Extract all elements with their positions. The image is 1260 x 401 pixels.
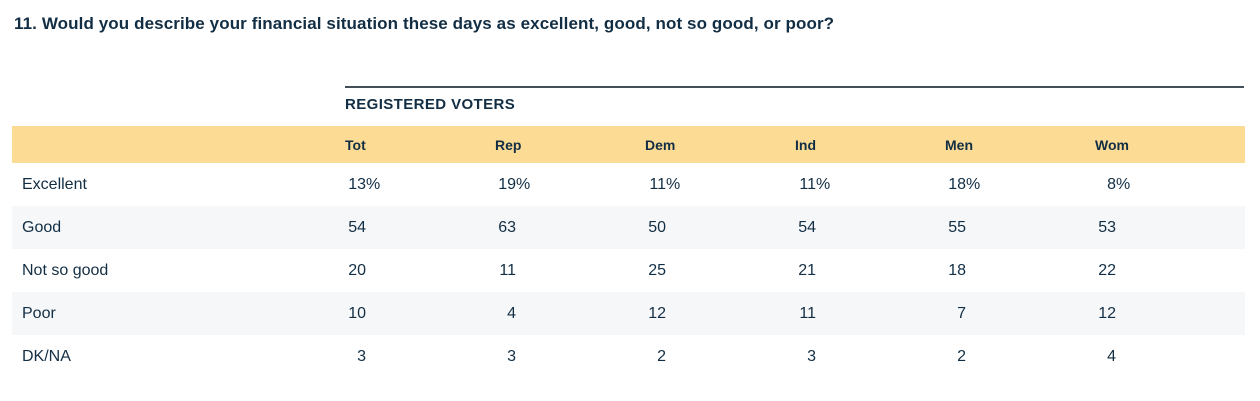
cell-value: 25	[648, 261, 666, 279]
cell-value: 11	[799, 304, 816, 322]
row-label: Good	[22, 218, 62, 236]
cell-value: 3	[807, 347, 816, 365]
cell-value: 11%	[799, 175, 831, 193]
cell-value: 12	[1098, 304, 1116, 322]
table-row: Not so good 20 11 25 21 18 22	[12, 249, 1245, 292]
cell-value: 54	[348, 218, 366, 236]
column-header-row: Tot Rep Dem Ind Men Wom	[12, 126, 1245, 163]
cell-value: 21	[798, 261, 816, 279]
cell-value: 7	[957, 304, 966, 322]
column-header-men: Men	[945, 136, 973, 153]
table-body: Excellent 13% 19% 11% 11% 18% 8% Good 54 63 50 54 55…	[12, 163, 1246, 378]
column-header-wom: Wom	[1095, 136, 1129, 153]
cell-value: 22	[1098, 261, 1116, 279]
cell-value: 12	[648, 304, 666, 322]
cell-value: 20	[348, 261, 366, 279]
table-row: Poor 10 4 12 11 7 12	[12, 292, 1245, 335]
cell-value: 19%	[498, 175, 531, 193]
column-header-ind: Ind	[795, 136, 816, 153]
column-header-dem: Dem	[645, 136, 676, 153]
table-row: DK/NA 3 3 2 3 2 4	[12, 335, 1245, 378]
cell-value: 2	[957, 347, 966, 365]
cell-value: 18%	[948, 175, 981, 193]
table-row: Excellent 13% 19% 11% 11% 18% 8%	[12, 163, 1245, 206]
cell-value: 8%	[1107, 175, 1131, 193]
registered-voters-label: REGISTERED VOTERS	[345, 96, 516, 113]
cell-value: 3	[357, 347, 366, 365]
cell-value: 13%	[348, 175, 381, 193]
table-row: Good 54 63 50 54 55 53	[12, 206, 1245, 249]
poll-question-page: 11. Would you describe your financial si…	[12, 14, 1246, 378]
row-label: DK/NA	[22, 347, 71, 365]
cell-value: 11	[499, 261, 516, 279]
cell-value: 55	[948, 218, 966, 236]
column-header-rep: Rep	[495, 136, 522, 153]
cell-value: 18	[948, 261, 966, 279]
cell-value: 3	[507, 347, 516, 365]
row-label: Not so good	[22, 261, 109, 279]
column-header-tot: Tot	[345, 136, 366, 153]
cell-value: 11%	[649, 175, 681, 193]
cell-value: 53	[1098, 218, 1116, 236]
cell-value: 4	[1107, 347, 1116, 365]
cell-value: 4	[507, 304, 516, 322]
row-label: Excellent	[22, 175, 87, 193]
cell-value: 63	[498, 218, 516, 236]
cell-value: 54	[798, 218, 816, 236]
question-title: 11. Would you describe your financial si…	[14, 14, 835, 33]
row-label: Poor	[22, 304, 56, 322]
cell-value: 2	[657, 347, 666, 365]
registered-voters-divider	[345, 86, 1244, 88]
cell-value: 10	[348, 304, 366, 322]
cell-value: 50	[648, 218, 666, 236]
poll-results-table: Tot Rep Dem Ind Men Wom Excellent 13% 19% 1…	[12, 126, 1246, 378]
